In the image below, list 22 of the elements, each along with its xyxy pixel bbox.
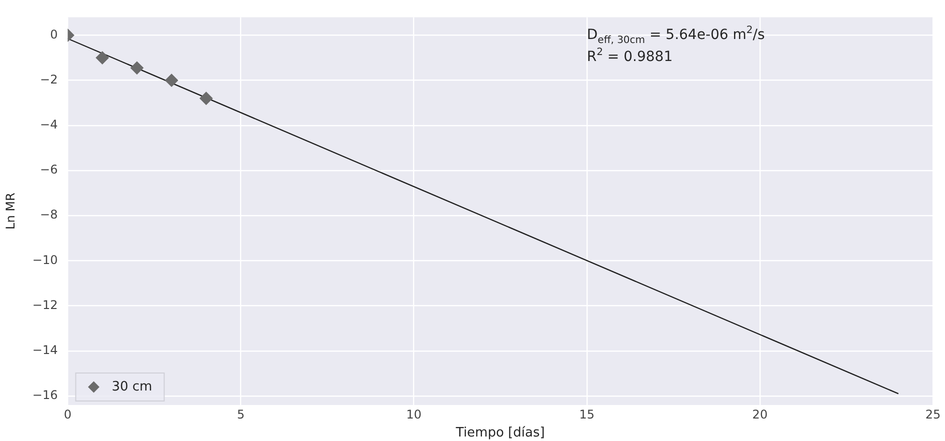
y-tick-label: −10 [32,252,58,267]
y-tick-label: −16 [32,388,58,402]
y-tick-label: −6 [40,162,58,177]
point [165,74,178,87]
y-tick-label: −4 [40,118,58,132]
point [200,92,213,105]
y-tick-label: −14 [32,343,58,358]
legend-label: 30 cm [112,379,152,394]
y-tick-label: −12 [32,298,58,312]
y-tick-label: 0 [50,27,58,42]
y-tick-label: −2 [40,72,58,86]
point [96,51,109,64]
x-tick-label: 25 [925,407,941,422]
x-tick-label: 5 [236,407,245,422]
x-tick-label: 0 [64,407,72,422]
y-axis-title: Ln MR [3,192,18,230]
y-tick-label: −8 [40,208,58,222]
x-tick-label: 15 [579,407,595,422]
x-axis-title: Tiempo [días] [454,426,545,441]
x-tick-label: 10 [406,407,422,422]
point [130,61,144,74]
x-tick-label: 20 [752,407,768,422]
